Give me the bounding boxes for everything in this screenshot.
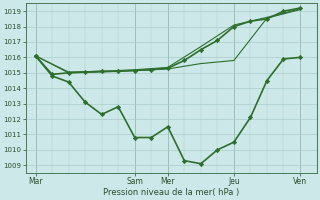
X-axis label: Pression niveau de la mer( hPa ): Pression niveau de la mer( hPa ) xyxy=(103,188,239,197)
